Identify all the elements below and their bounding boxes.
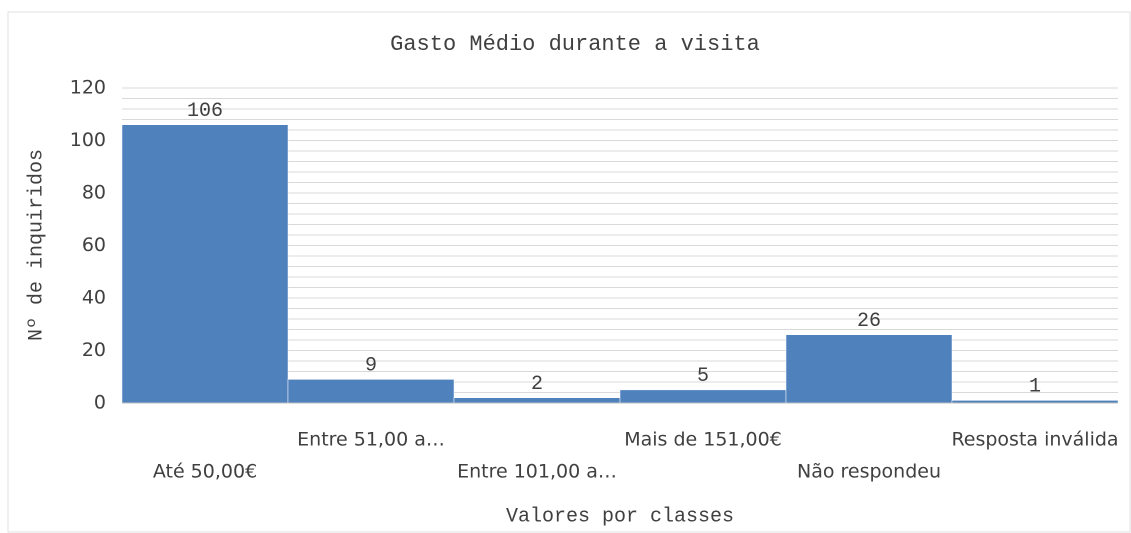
x-tick-label: Não respondeu	[797, 461, 941, 483]
bar	[619, 389, 787, 404]
x-axis-title: Valores por classes	[506, 505, 734, 528]
x-tick-label: Resposta inválida	[951, 429, 1118, 451]
bar	[121, 124, 289, 404]
bar	[453, 397, 621, 404]
y-tick-label: 20	[82, 339, 106, 361]
y-tick-label: 40	[82, 287, 106, 309]
x-tick-label: Entre 51,00 a…	[297, 429, 445, 451]
y-tick-label: 120	[70, 77, 106, 99]
y-axis-title: Nº de inquiridos	[25, 149, 48, 341]
y-tick-label: 0	[94, 392, 106, 414]
y-tick-label: 100	[70, 129, 106, 151]
data-label: 2	[531, 373, 543, 396]
x-tick-label: Até 50,00€	[153, 461, 257, 483]
data-label: 1	[1029, 376, 1041, 399]
bar	[287, 379, 455, 404]
data-label: 9	[365, 355, 377, 378]
data-label: 26	[857, 310, 881, 333]
data-label: 106	[187, 100, 223, 123]
y-tick-label: 60	[82, 234, 106, 256]
chart-title: Gasto Médio durante a visita	[390, 32, 760, 57]
y-tick-label: 80	[82, 182, 106, 204]
x-tick-label: Mais de 151,00€	[624, 429, 782, 451]
data-label: 5	[697, 365, 709, 388]
x-tick-label: Entre 101,00 a…	[457, 461, 617, 483]
bar	[785, 334, 953, 404]
